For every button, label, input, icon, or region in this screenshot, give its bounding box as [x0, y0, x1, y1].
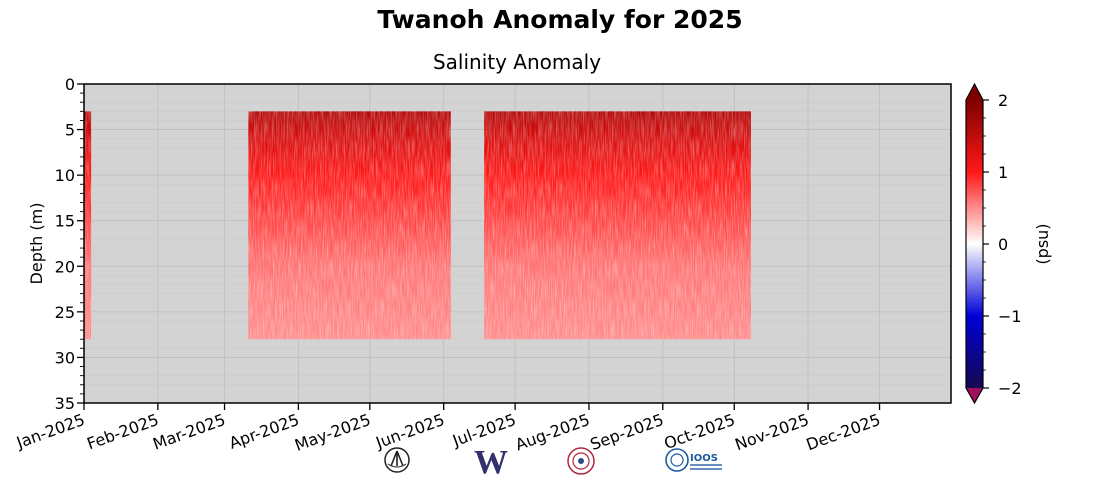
y-tick-label: 30 [55, 348, 75, 367]
tribal-logo [567, 447, 595, 475]
y-tick-label: 25 [55, 303, 75, 322]
y-tick-label: 5 [65, 121, 75, 140]
uw-letter: W [474, 444, 508, 478]
colorbar-tick-label: 2 [998, 91, 1008, 110]
colorbar-tick-label: 0 [998, 235, 1008, 254]
tripod-logo [384, 447, 410, 473]
ioos-text: IOOS [690, 453, 718, 464]
logos-svg: W IOOS [384, 444, 722, 478]
y-axis-label: Depth (m) [27, 203, 46, 285]
y-tick-label: 20 [55, 257, 75, 276]
colorbar-tick-label: −1 [998, 307, 1022, 326]
figure-title: Twanoh Anomaly for 2025 [377, 5, 743, 34]
x-tick-label: Jan-2025 [13, 410, 87, 453]
colorbar: 2 1 0 −1 −2 (psu) [965, 82, 1052, 405]
x-tick-label: Feb-2025 [84, 410, 161, 453]
data-texture [84, 111, 92, 340]
ioos-logo: IOOS [665, 448, 722, 472]
y-tick-label: 10 [55, 166, 75, 185]
chart-title: Salinity Anomaly [432, 50, 602, 74]
y-tick-label: 15 [55, 212, 75, 231]
x-tick-label: Mar-2025 [150, 410, 228, 454]
data-texture [484, 111, 751, 340]
plot-frame [83, 83, 952, 404]
uw-logo: W [474, 444, 508, 478]
colorbar-extend-high [966, 84, 983, 100]
logo-strip: W IOOS [380, 444, 740, 478]
data-texture [248, 111, 451, 340]
colorbar-label: (psu) [1033, 223, 1052, 264]
colorbar-body [966, 100, 983, 388]
plot-area [83, 83, 951, 404]
y-tick-label: 35 [55, 394, 75, 413]
colorbar-tick-label: 1 [998, 163, 1008, 182]
x-tick-label: Apr-2025 [226, 410, 301, 453]
colorbar-tick-label: −2 [998, 379, 1022, 398]
x-tick-label: Dec-2025 [804, 410, 883, 454]
x-tick-label: May-2025 [292, 410, 373, 455]
y-tick-label: 0 [65, 75, 75, 94]
x-tick-label: Nov-2025 [732, 410, 811, 454]
colorbar-extend-low [966, 388, 983, 403]
